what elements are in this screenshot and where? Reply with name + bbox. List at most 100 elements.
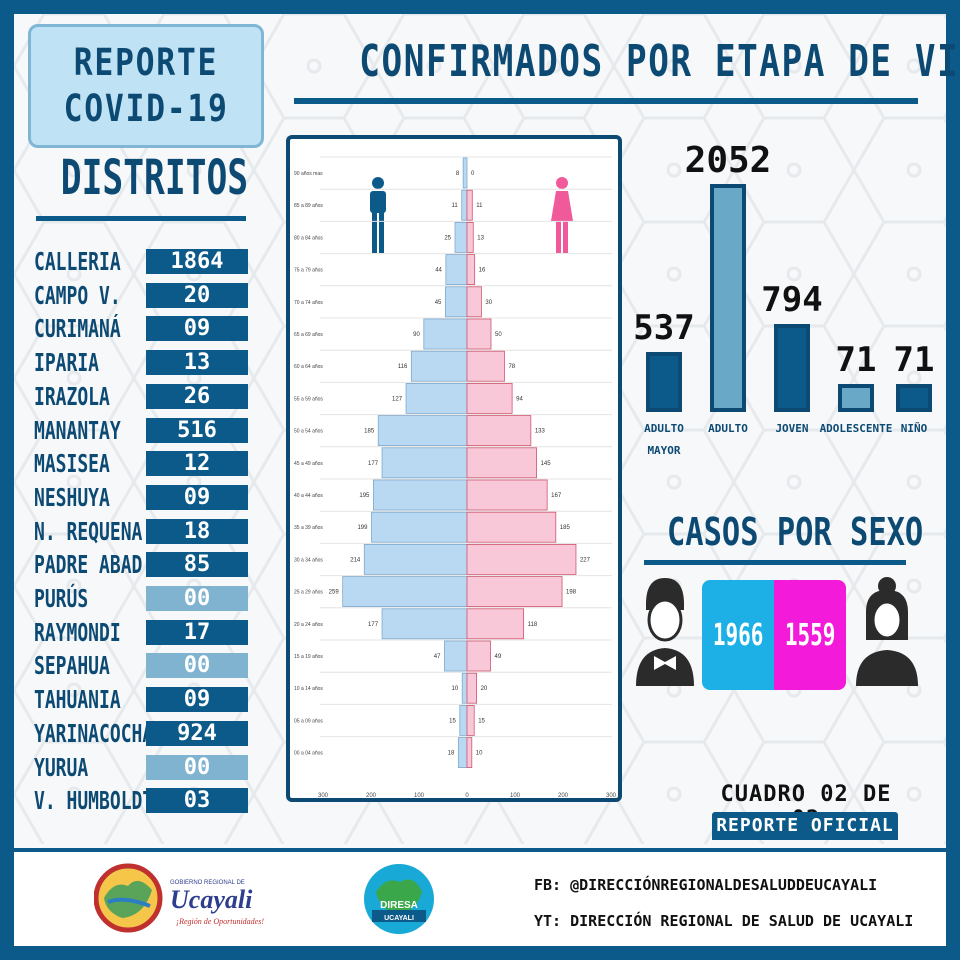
age-group-label: 00 a 04 años xyxy=(294,751,323,757)
district-count: 00 xyxy=(146,754,248,780)
district-name: CALLERIA xyxy=(34,247,121,276)
district-name: NESHUYA xyxy=(34,482,110,512)
female-value-label: 185 xyxy=(560,525,571,531)
male-bar xyxy=(342,576,468,608)
female-bar xyxy=(466,254,476,285)
life-stage-value: 2052 xyxy=(684,140,772,181)
male-value-label: 185 xyxy=(364,429,375,435)
sex-count-box: 1966 1559 xyxy=(702,580,846,690)
woman-headset-icon xyxy=(856,577,918,686)
district-count: 516 xyxy=(146,417,248,443)
report-badge-line1: REPORTE xyxy=(73,41,219,84)
life-stage-label: ADULTO MAYOR xyxy=(644,422,684,457)
district-count: 09 xyxy=(146,687,248,713)
gobierno-regional-ucayali-logo: GOBIERNO REGIONAL DE Ucayali ¡Región de … xyxy=(94,863,264,933)
district-row: NESHUYA 09 xyxy=(34,482,250,512)
main-title-underline xyxy=(294,98,918,104)
district-count: 09 xyxy=(146,316,248,342)
life-stage-label: ADULTO xyxy=(708,422,748,435)
district-row: CALLERIA 1864 xyxy=(34,248,250,276)
male-value-label: 47 xyxy=(434,654,441,660)
district-name: SEPAHUA xyxy=(34,651,110,681)
male-value-label: 259 xyxy=(329,590,340,596)
district-name: YURUA xyxy=(34,752,89,782)
life-stage-value: 71 xyxy=(893,340,935,380)
female-value-label: 10 xyxy=(476,751,483,757)
life-stage-value: 794 xyxy=(761,279,823,320)
female-bar xyxy=(466,189,473,221)
age-group-label: 75 a 79 años xyxy=(294,268,323,274)
female-bar xyxy=(466,737,473,768)
official-report-badge: REPORTE OFICIAL xyxy=(712,812,898,840)
female-value-label: 15 xyxy=(478,718,485,724)
x-tick-label: 100 xyxy=(510,793,521,798)
female-value-label: 145 xyxy=(541,461,552,467)
age-group-label: 70 a 74 años xyxy=(294,300,323,306)
facebook-handle: FB: @DIRECCIÓNREGIONALDESALUDDEUCAYALI xyxy=(534,876,878,894)
district-count: 00 xyxy=(146,653,248,679)
district-count: 26 xyxy=(146,383,248,409)
district-name: IRAZOLA xyxy=(34,381,110,411)
age-group-label: 15 a 19 años xyxy=(294,654,323,660)
age-group-label: 85 a 89 años xyxy=(294,203,323,209)
female-bar xyxy=(466,447,537,479)
district-name: IPARIA xyxy=(34,348,100,378)
population-pyramid-panel: 90 años mas 8 0 85 a 89 años 11 11 80 a 84 año… xyxy=(286,135,622,802)
female-bar xyxy=(466,705,475,736)
district-name: V. HUMBOLDT xyxy=(34,786,154,816)
logo-ucayali-top-text: GOBIERNO REGIONAL DE xyxy=(170,880,245,886)
male-bar xyxy=(445,254,468,285)
female-value-label: 198 xyxy=(566,590,577,596)
district-row: V. HUMBOLDT 03 xyxy=(34,787,250,815)
male-value-label: 195 xyxy=(359,493,370,499)
district-row: IRAZOLA 26 xyxy=(34,381,250,411)
district-row: N. REQUENA 18 xyxy=(34,517,250,546)
age-group-label: 20 a 24 años xyxy=(294,622,323,628)
district-name: PURÚS xyxy=(34,584,89,613)
district-name: PADRE ABAD xyxy=(34,550,143,580)
age-group-label: 80 a 84 años xyxy=(294,235,323,241)
district-name: MANANTAY xyxy=(34,415,121,445)
age-group-label: 35 a 39 años xyxy=(294,525,323,531)
logo-ucayali-slogan: ¡Región de Oportunidades! xyxy=(176,917,264,926)
age-group-label: 40 a 44 años xyxy=(294,493,323,499)
male-value-label: 15 xyxy=(449,718,456,724)
sex-section-title: CASOS POR SEXO xyxy=(667,510,924,554)
male-value-label: 18 xyxy=(448,751,455,757)
population-pyramid-chart: 90 años mas 8 0 85 a 89 años 11 11 80 a 84 año… xyxy=(294,156,617,798)
male-bar xyxy=(381,447,468,479)
male-value-label: 127 xyxy=(392,396,403,402)
report-badge: REPORTE COVID-19 xyxy=(28,24,264,148)
man-bowtie-icon xyxy=(636,578,694,686)
male-person-icon xyxy=(370,177,386,253)
female-value-label: 227 xyxy=(580,557,591,563)
male-value-label: 177 xyxy=(368,622,379,628)
male-bar xyxy=(371,511,468,543)
district-count: 03 xyxy=(146,788,248,814)
age-group-label: 30 a 34 años xyxy=(294,557,323,563)
sex-section-underline xyxy=(644,560,906,565)
x-tick-label: 300 xyxy=(606,793,617,798)
female-count-cell: 1559 xyxy=(774,580,846,690)
female-count: 1559 xyxy=(784,617,836,653)
male-bar xyxy=(461,189,468,221)
male-bar xyxy=(454,222,468,253)
district-row: CURIMANÁ 09 xyxy=(34,315,250,343)
district-name: TAHUANIA xyxy=(34,685,121,715)
x-tick-label: 0 xyxy=(465,793,469,798)
male-value-label: 25 xyxy=(444,235,451,241)
districts-title: DISTRITOS xyxy=(60,150,249,206)
female-bar xyxy=(466,511,557,543)
male-bar xyxy=(459,705,468,736)
life-stage-value: 537 xyxy=(633,308,695,349)
female-bar xyxy=(466,640,491,672)
male-bar xyxy=(410,350,468,382)
male-value-label: 90 xyxy=(413,332,420,338)
female-value-label: 16 xyxy=(479,268,486,274)
female-bar xyxy=(466,576,563,608)
male-bar xyxy=(444,286,468,318)
life-stage-label: NIÑO xyxy=(900,422,928,435)
main-title: CONFIRMADOS POR ETAPA DE VIDA xyxy=(359,36,960,87)
female-value-label: 94 xyxy=(516,396,523,402)
district-count: 13 xyxy=(146,350,248,376)
